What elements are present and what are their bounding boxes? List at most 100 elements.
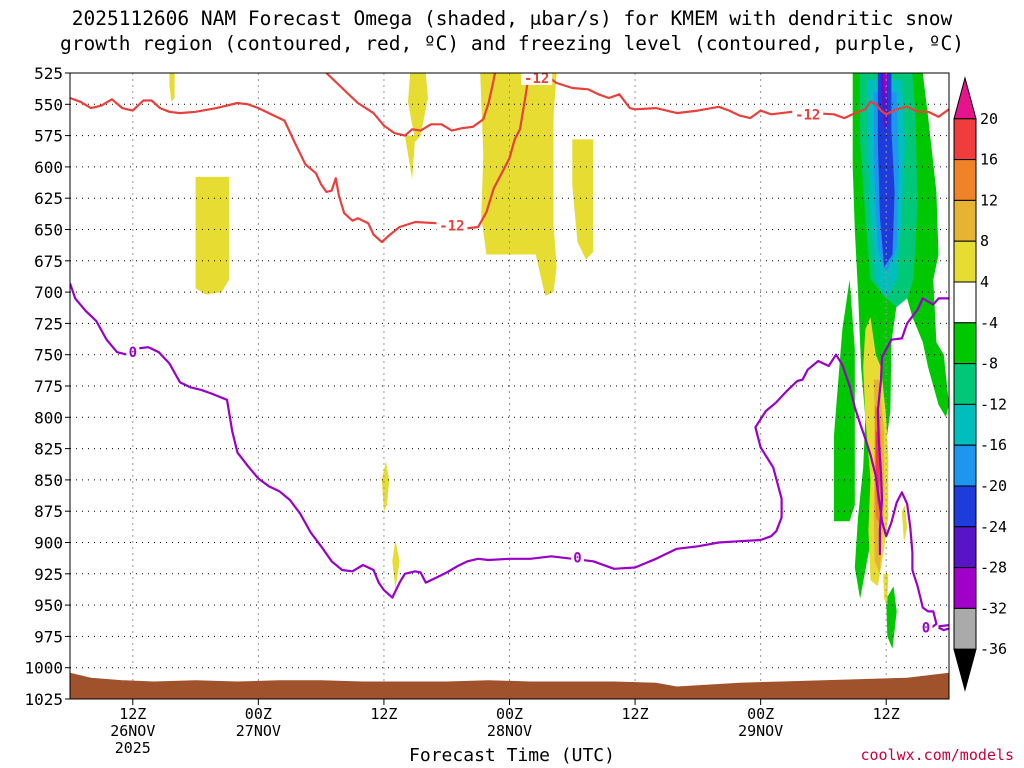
ground-layer — [70, 672, 949, 699]
colorbar-bin — [953, 363, 977, 405]
colorbar-bin — [953, 607, 977, 650]
colorbar-label: 20 — [980, 110, 998, 128]
colorbar-bin — [953, 240, 977, 283]
y-axis: 525 550 575 600 625 650 675 700 725 750 775 800 825 8… — [24, 64, 70, 709]
contour-label: 0 — [573, 551, 581, 567]
contour-label-bg — [521, 70, 553, 86]
contour-label: -12 — [795, 107, 820, 123]
omega-region-5 — [572, 139, 594, 260]
temperature-contours — [70, 73, 949, 632]
colorbar-bin — [953, 199, 977, 242]
colorbar-label: -4 — [980, 314, 998, 332]
colorbar-label: 8 — [980, 232, 989, 250]
colorbar-label: -8 — [980, 355, 998, 373]
omega-shading — [169, 73, 949, 649]
contour-label-bg — [436, 217, 468, 233]
credit-link[interactable]: coolwx.com/models — [860, 746, 1014, 764]
omega-region-3 — [404, 135, 416, 180]
colorbar-label: 16 — [980, 151, 998, 169]
y-tick-label: 550 — [34, 95, 63, 114]
colorbar-bin — [953, 403, 977, 446]
colorbar-label: -24 — [980, 518, 1007, 536]
contour-label-bg — [571, 549, 585, 565]
x-tick-label: 00Z 29NOV — [738, 705, 783, 740]
y-tick-label: 825 — [34, 440, 63, 459]
chart-title: 2025112606 NAM Forecast Omega (shaded, μ… — [60, 7, 964, 55]
contour-line-1 — [325, 73, 496, 137]
omega-region-23 — [883, 573, 889, 606]
contour-label: 0 — [922, 621, 930, 637]
y-tick-label: 1000 — [24, 659, 63, 678]
x-tick-label: 00Z 28NOV — [487, 705, 532, 740]
x-axis-title: Forecast Time (UTC) — [409, 745, 615, 766]
colorbar-label: 4 — [980, 273, 989, 291]
contour-label: 0 — [129, 345, 137, 361]
colorbar-bin — [953, 485, 977, 528]
contour-line-5 — [938, 623, 949, 632]
colorbar-label: -16 — [980, 436, 1007, 454]
omega-region-1 — [195, 176, 230, 295]
y-tick-label: 525 — [34, 64, 63, 83]
colorbar-bin — [953, 118, 977, 161]
y-tick-label: 750 — [34, 346, 63, 365]
colorbar-bin — [953, 281, 977, 324]
x-tick-label: 12Z 26NOV 2025 — [110, 705, 155, 757]
y-tick-label: 725 — [34, 314, 63, 333]
colorbar-label: -32 — [980, 599, 1007, 617]
y-tick-label: 1025 — [24, 690, 63, 709]
y-tick-label: 700 — [34, 283, 63, 302]
colorbar-bin — [953, 322, 977, 365]
omega-region-8 — [833, 279, 855, 522]
y-tick-label: 975 — [34, 627, 63, 646]
contour-label-bg — [919, 619, 933, 635]
contour-line-2 — [535, 73, 949, 120]
x-tick-label: 00Z 27NOV — [236, 705, 281, 740]
omega-region-7 — [392, 540, 400, 589]
omega-region-22 — [901, 504, 908, 543]
colorbar-bin — [953, 567, 977, 609]
colorbar-arrow-down — [953, 648, 977, 692]
contour-label: -12 — [524, 71, 549, 87]
y-tick-label: 950 — [34, 596, 63, 615]
x-tick-label: 12Z — [370, 705, 397, 723]
y-tick-label: 575 — [34, 127, 63, 146]
colorbar-arrow-up — [953, 76, 977, 120]
contour-label-bg — [792, 106, 824, 122]
omega-region-6 — [381, 461, 390, 512]
y-tick-label: 625 — [34, 189, 63, 208]
contour-line-3 — [70, 282, 938, 632]
y-tick-label: 900 — [34, 534, 63, 553]
y-tick-label: 850 — [34, 471, 63, 490]
contour-labels: -12 -12 -12 0 0 0 — [126, 70, 933, 637]
y-tick-label: 875 — [34, 502, 63, 521]
contour-label-bg — [126, 344, 140, 360]
colorbar: 20 16 12 8 4 -4 -8 -12 -16 -20 -24 -28 -32 -36 — [953, 76, 1007, 692]
contour-line-0 — [70, 73, 532, 244]
colorbar-bin — [953, 159, 977, 201]
colorbar-label: 12 — [980, 191, 998, 209]
y-tick-label: 650 — [34, 221, 63, 240]
x-tick-label: 12Z — [622, 705, 649, 723]
omega-region-4 — [480, 73, 557, 296]
grid-lines — [70, 73, 949, 699]
colorbar-label: -28 — [980, 559, 1007, 577]
x-axis: 12Z 26NOV 2025 00Z 27NOV 12Z 00Z 28NOV 12Z 00Z 29N… — [110, 699, 900, 757]
colorbar-label: -20 — [980, 477, 1007, 495]
y-tick-label: 925 — [34, 565, 63, 584]
colorbar-label: -36 — [980, 640, 1007, 658]
y-tick-label: 600 — [34, 158, 63, 177]
colorbar-bin — [953, 526, 977, 569]
y-tick-label: 800 — [34, 408, 63, 427]
y-tick-label: 775 — [34, 377, 63, 396]
x-tick-label: 12Z — [873, 705, 900, 723]
omega-region-10 — [886, 586, 897, 649]
ground-surface — [70, 672, 949, 699]
colorbar-label: -12 — [980, 395, 1007, 413]
contour-label: -12 — [439, 219, 464, 235]
contour-line-4 — [876, 297, 949, 555]
colorbar-bin — [953, 444, 977, 487]
omega-region-2 — [408, 73, 428, 142]
omega-region-0 — [169, 73, 175, 102]
y-tick-label: 675 — [34, 252, 63, 271]
